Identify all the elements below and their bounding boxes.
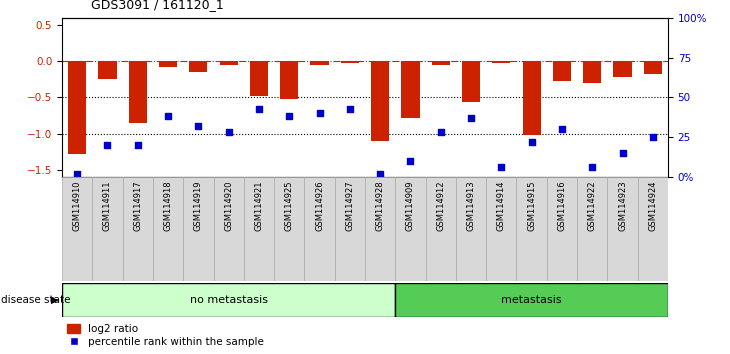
Text: disease state: disease state (1, 295, 70, 305)
Point (496, 165, 507, 170)
Point (465, 115, 477, 121)
Text: GSM114912: GSM114912 (437, 180, 445, 231)
Bar (335, 177, 365, 281)
Bar (183, 177, 214, 281)
Legend: log2 ratio, percentile rank within the sample: log2 ratio, percentile rank within the s… (67, 324, 264, 347)
Point (193, 123, 204, 129)
Bar (402, 61, 420, 118)
Bar (62, 177, 93, 281)
Text: GSM114919: GSM114919 (194, 180, 203, 231)
Text: ▶: ▶ (51, 295, 58, 305)
Bar (396, 283, 668, 317)
Bar (456, 177, 486, 281)
Point (435, 130, 447, 135)
Bar (486, 177, 517, 281)
Bar (153, 177, 183, 281)
Text: GSM114926: GSM114926 (315, 180, 324, 231)
Bar (189, 61, 207, 72)
Bar (607, 177, 638, 281)
Bar (426, 177, 456, 281)
Bar (517, 177, 547, 281)
Text: GSM114909: GSM114909 (406, 180, 415, 231)
Bar (492, 61, 510, 63)
Bar (93, 177, 123, 281)
Point (223, 130, 234, 135)
Text: GSM114923: GSM114923 (618, 180, 627, 231)
Point (132, 142, 144, 148)
Text: GSM114913: GSM114913 (466, 180, 475, 231)
Text: GSM114921: GSM114921 (255, 180, 264, 231)
Text: GSM114924: GSM114924 (648, 180, 657, 231)
Point (647, 135, 658, 140)
Bar (250, 61, 268, 96)
Point (404, 158, 416, 164)
Text: GSM114922: GSM114922 (588, 180, 596, 231)
Bar (99, 61, 117, 79)
Point (72, 171, 83, 177)
Bar (128, 61, 147, 123)
Bar (431, 61, 450, 65)
Text: GSM114910: GSM114910 (73, 180, 82, 231)
Bar (280, 61, 299, 99)
Bar (304, 177, 335, 281)
Text: GSM114920: GSM114920 (224, 180, 233, 231)
Point (101, 142, 113, 148)
Bar (523, 61, 541, 135)
Bar (341, 61, 359, 63)
Bar (553, 61, 571, 81)
Bar (62, 283, 396, 317)
Point (617, 150, 629, 156)
Text: GDS3091 / 161120_1: GDS3091 / 161120_1 (91, 0, 224, 11)
Text: GSM114917: GSM114917 (134, 180, 142, 231)
Text: GSM114915: GSM114915 (527, 180, 536, 231)
Bar (310, 61, 328, 65)
Bar (274, 177, 304, 281)
Point (526, 139, 537, 145)
Bar (583, 61, 602, 83)
Text: GSM114918: GSM114918 (164, 180, 172, 231)
Bar (365, 177, 396, 281)
Bar (644, 61, 662, 74)
Text: GSM114925: GSM114925 (285, 180, 293, 231)
Bar (214, 177, 244, 281)
Text: metastasis: metastasis (502, 295, 562, 305)
Bar (577, 177, 607, 281)
Text: GSM114927: GSM114927 (345, 180, 354, 231)
Bar (159, 61, 177, 67)
Bar (68, 61, 86, 154)
Point (162, 114, 174, 119)
Bar (638, 177, 668, 281)
Point (374, 171, 386, 177)
Bar (244, 177, 274, 281)
Point (283, 114, 295, 119)
Bar (462, 61, 480, 102)
Point (314, 110, 326, 116)
Bar (371, 61, 389, 141)
Point (556, 126, 568, 132)
Bar (123, 177, 153, 281)
Text: GSM114916: GSM114916 (558, 180, 566, 231)
Text: no metastasis: no metastasis (190, 295, 268, 305)
Text: GSM114914: GSM114914 (497, 180, 506, 231)
Point (586, 165, 598, 170)
Bar (613, 61, 631, 77)
Bar (547, 177, 577, 281)
Point (253, 105, 265, 111)
Point (344, 105, 356, 111)
Bar (396, 177, 426, 281)
Text: GSM114928: GSM114928 (376, 180, 385, 231)
Bar (220, 61, 238, 65)
Text: GSM114911: GSM114911 (103, 180, 112, 231)
